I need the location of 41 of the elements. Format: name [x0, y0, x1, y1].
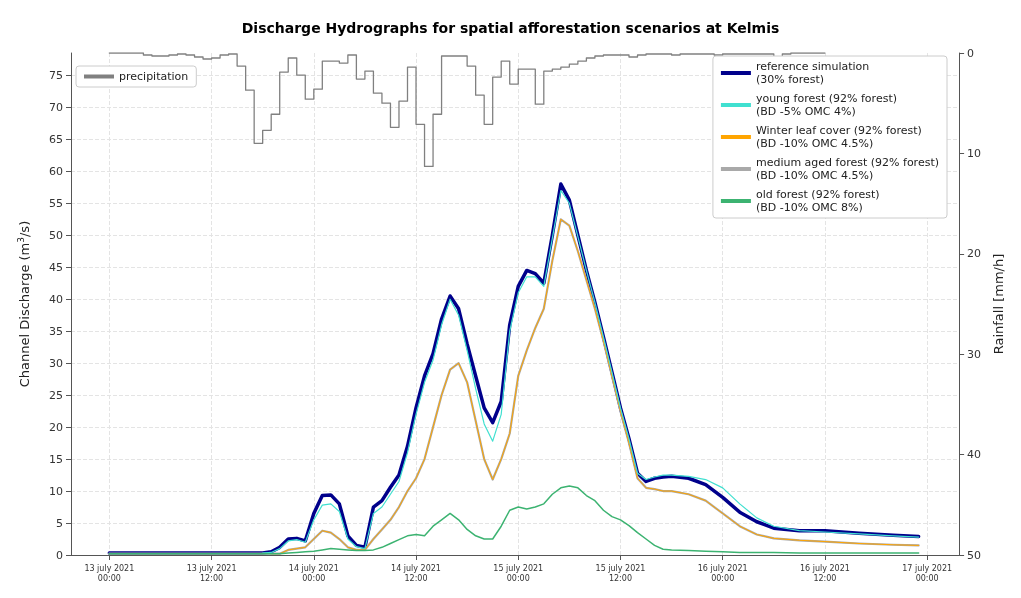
y-tick-label: 15 — [49, 452, 63, 466]
x-tick-label: 13 july 2021 12:00 — [186, 563, 237, 583]
y2-tick-label: 10 — [967, 146, 982, 160]
legend-label: Winter leaf cover (92% forest) (BD -10% OMC 4.5%) — [755, 124, 922, 150]
x-tick-label: 15 july 2021 00:00 — [493, 563, 544, 583]
legend-label: old forest (92% forest) (BD -10% OMC 8%) — [755, 188, 880, 214]
y-tick-label: 65 — [49, 132, 63, 146]
x-tick-label: 16 july 2021 12:00 — [799, 563, 850, 583]
y-tick-label: 30 — [49, 356, 63, 370]
y-tick-label: 5 — [56, 516, 63, 530]
y-axis-title: Channel Discharge (m3/s) — [15, 220, 32, 388]
y2-axis-title: Rainfall [mm/h] — [991, 253, 1006, 355]
y-tick-label: 55 — [49, 196, 63, 210]
y-tick-label: 75 — [49, 68, 63, 82]
y-tick-label: 60 — [49, 164, 63, 178]
x-tick-label: 14 july 2021 00:00 — [288, 563, 339, 583]
line-series — [108, 485, 920, 555]
y2-tick-label: 30 — [967, 347, 982, 361]
y-tick-label: 10 — [49, 484, 63, 498]
y-tick-label: 40 — [49, 292, 63, 306]
y-tick-label: 50 — [49, 228, 63, 242]
y-tick-label: 70 — [49, 100, 63, 114]
x-tick-label: 16 july 2021 00:00 — [697, 563, 748, 583]
legend-label: young forest (92% forest) (BD -5% OMC 4%) — [755, 92, 897, 118]
y2-tick-label: 40 — [967, 448, 982, 462]
y2-tick-label: 20 — [967, 247, 982, 261]
y2-tick-label: 50 — [967, 548, 982, 562]
chart-title: Discharge Hydrographs for spatial afforestation scenarios at Kelmis — [241, 20, 780, 36]
legend-label: medium aged forest (92% forest) (BD -10% OMC 4.5%) — [755, 156, 939, 182]
y-tick-label: 0 — [56, 548, 63, 562]
y-tick-label: 25 — [49, 388, 63, 402]
legend-label: reference simulation (30% forest) — [755, 60, 870, 86]
x-tick-label: 15 july 2021 12:00 — [595, 563, 646, 583]
x-tick-label: 13 july 2021 00:00 — [84, 563, 135, 583]
x-tick-label: 17 july 2021 00:00 — [902, 563, 953, 583]
x-tick-label: 14 july 2021 12:00 — [391, 563, 441, 583]
y-tick-label: 45 — [49, 260, 63, 274]
y-tick-label: 20 — [49, 420, 63, 434]
legend-label: precipitation — [119, 70, 189, 83]
y-tick-label: 35 — [49, 324, 63, 338]
y2-tick-label: 0 — [967, 46, 975, 60]
